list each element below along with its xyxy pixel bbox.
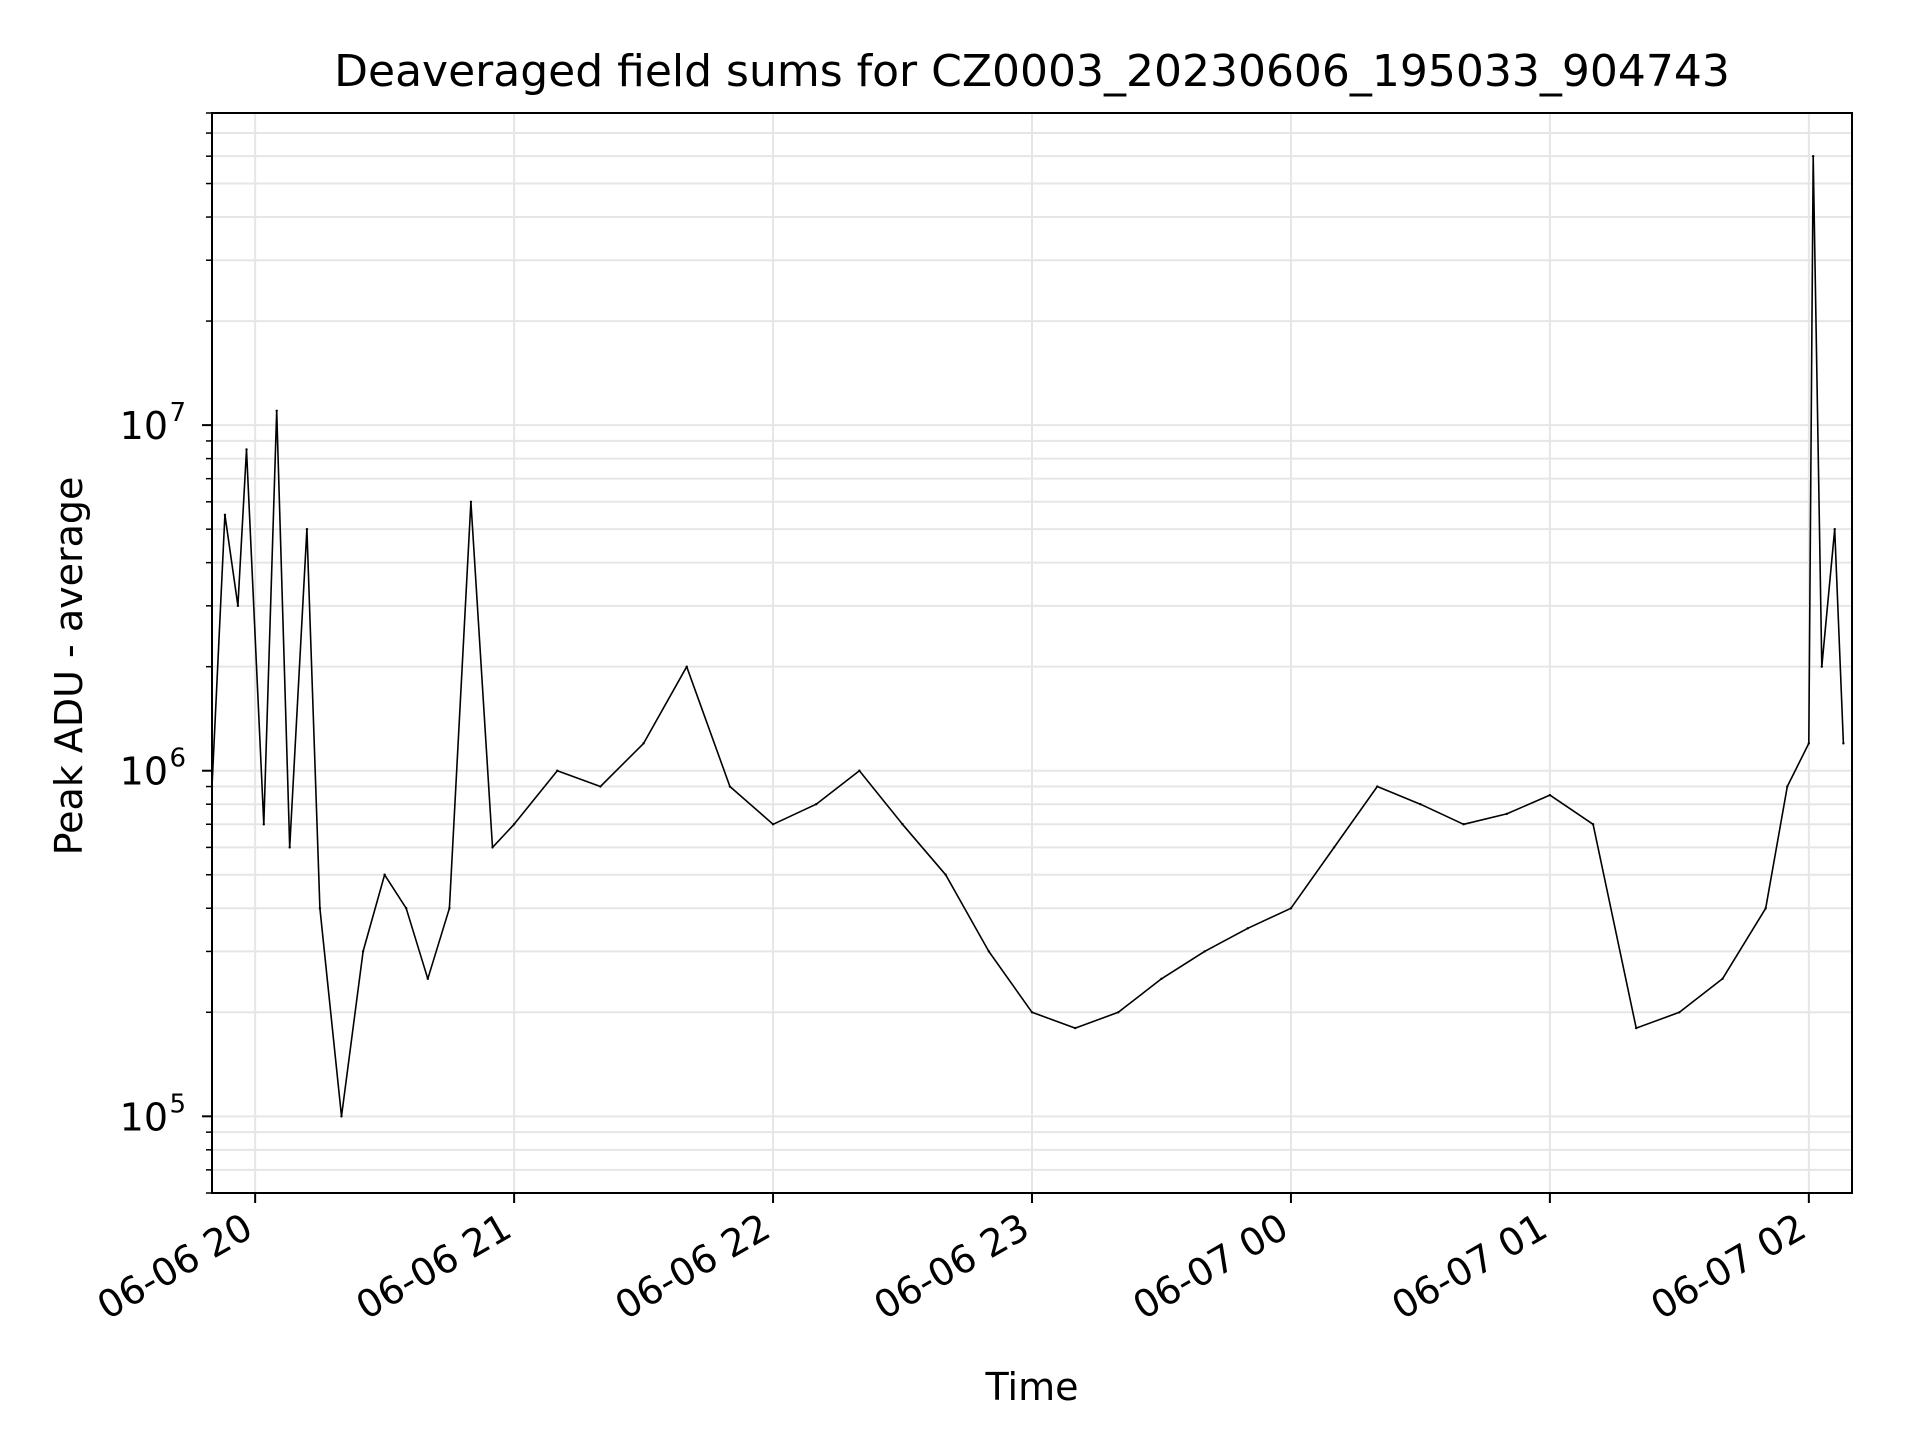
data-point (1678, 1011, 1681, 1014)
data-point (1548, 793, 1552, 797)
data-point (987, 950, 991, 953)
data-point (1764, 907, 1767, 910)
data-point (245, 448, 248, 451)
data-point (1376, 785, 1379, 788)
data-point (405, 907, 408, 910)
data-point (361, 950, 365, 953)
data-point (1842, 742, 1845, 745)
data-point (1332, 846, 1336, 849)
data-point (1117, 1011, 1120, 1014)
data-point (305, 527, 309, 531)
data-point (901, 823, 904, 826)
data-point (448, 907, 451, 910)
data-point (223, 513, 227, 517)
data-point (1419, 803, 1422, 806)
data-point (469, 500, 473, 503)
data-point (491, 846, 494, 849)
data-point (1030, 1011, 1034, 1014)
data-point (1505, 812, 1508, 816)
y-axis-label: Peak ADU - average (47, 477, 91, 856)
x-axis-label: Time (985, 1365, 1079, 1409)
data-point (318, 907, 322, 910)
data-point (275, 409, 278, 413)
data-point (1820, 665, 1823, 668)
data-point (1811, 154, 1815, 158)
data-point (1246, 927, 1249, 930)
data-point (1807, 742, 1811, 745)
data-point (728, 785, 732, 788)
data-point (288, 846, 291, 849)
y-tick-label-1: 10 (120, 750, 168, 794)
data-point (1635, 1026, 1638, 1030)
data-point (642, 742, 645, 745)
data-point (1462, 823, 1465, 826)
data-point (599, 785, 602, 788)
data-point (685, 665, 688, 668)
data-point (1786, 785, 1789, 788)
data-point (512, 823, 516, 826)
data-point (1289, 907, 1293, 910)
data-point (262, 823, 265, 826)
y-tick-exponent-1: 6 (169, 744, 186, 774)
data-point (1721, 977, 1724, 980)
data-point (944, 873, 947, 876)
data-point (236, 604, 240, 608)
data-point (1591, 823, 1595, 826)
data-point (1833, 527, 1836, 531)
data-point (1203, 950, 1206, 953)
data-point (426, 977, 429, 980)
chart-title: Deaveraged field sums for CZ0003_2023060… (334, 46, 1730, 97)
y-tick-exponent-0: 5 (169, 1089, 186, 1119)
data-point (815, 803, 818, 806)
data-point (1160, 977, 1163, 980)
data-point (858, 769, 861, 772)
y-tick-label-2: 10 (120, 404, 168, 448)
data-point (1073, 1026, 1077, 1030)
data-point (340, 1115, 343, 1118)
y-tick-exponent-2: 7 (169, 398, 186, 428)
data-point (383, 873, 386, 876)
axis-layer (202, 112, 1853, 1203)
data-point (771, 823, 775, 826)
data-point (556, 769, 559, 772)
y-tick-label-0: 10 (120, 1095, 168, 1139)
